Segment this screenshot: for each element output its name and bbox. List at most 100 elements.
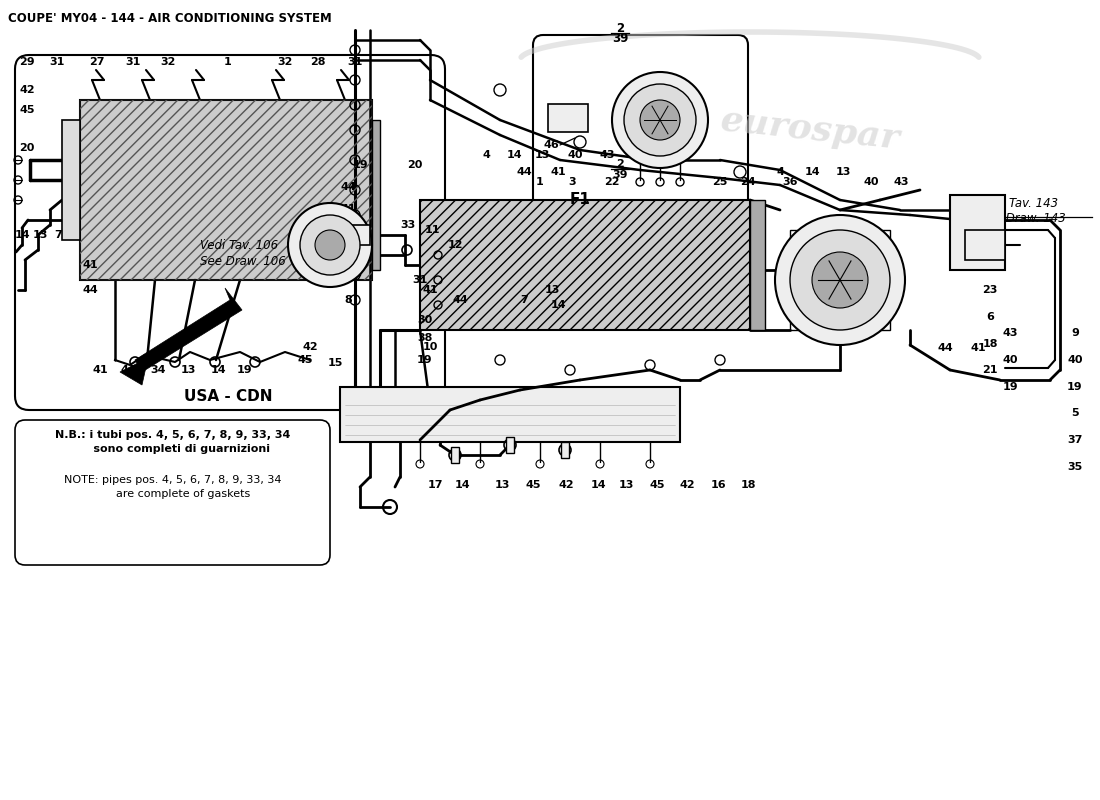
Text: 13: 13	[835, 167, 850, 177]
Bar	[635, 87, 685, 152]
Circle shape	[624, 84, 696, 156]
Text: 28: 28	[310, 57, 326, 67]
Bar	[420, 200, 750, 330]
Text: 41: 41	[340, 204, 355, 214]
Text: 45: 45	[297, 355, 312, 365]
Circle shape	[790, 230, 890, 330]
Text: USA - CDN: USA - CDN	[184, 389, 273, 404]
Text: N.B.: i tubi pos. 4, 5, 6, 7, 8, 9, 33, 34: N.B.: i tubi pos. 4, 5, 6, 7, 8, 9, 33, …	[55, 430, 290, 440]
Text: 34: 34	[151, 365, 166, 375]
Text: 13: 13	[32, 230, 47, 240]
Text: 3: 3	[569, 177, 575, 187]
Circle shape	[640, 100, 680, 140]
Text: 19: 19	[1067, 382, 1082, 392]
Polygon shape	[80, 100, 372, 280]
Text: 31: 31	[348, 57, 363, 67]
Text: 40: 40	[1002, 355, 1018, 365]
Text: 14: 14	[591, 480, 607, 490]
Text: 42: 42	[19, 85, 35, 95]
Text: 43: 43	[893, 177, 909, 187]
Bar	[451, 447, 459, 463]
Text: 18: 18	[740, 480, 756, 490]
Text: 15: 15	[340, 270, 355, 280]
Text: 45: 45	[649, 480, 664, 490]
Bar	[561, 442, 569, 458]
Text: 14: 14	[14, 230, 30, 240]
Text: 31: 31	[50, 57, 65, 67]
Text: 19: 19	[1002, 382, 1018, 392]
Text: 25: 25	[713, 177, 728, 187]
Text: Vedi Tav. 143: Vedi Tav. 143	[980, 197, 1058, 210]
Circle shape	[612, 72, 708, 168]
Text: 41: 41	[550, 167, 565, 177]
Bar	[965, 230, 1005, 260]
Text: 12: 12	[448, 240, 463, 250]
Bar	[750, 200, 764, 330]
Text: 1: 1	[536, 177, 543, 187]
Text: 41: 41	[82, 260, 98, 270]
Bar	[950, 195, 1005, 270]
Text: 19: 19	[352, 160, 367, 170]
Text: 13: 13	[180, 365, 196, 375]
Bar	[372, 120, 379, 270]
Text: 44: 44	[120, 365, 136, 375]
Text: See Draw. 106: See Draw. 106	[200, 255, 286, 268]
Text: 23: 23	[982, 285, 998, 295]
Text: 4: 4	[777, 167, 784, 177]
Text: 6: 6	[986, 312, 994, 322]
Text: 29: 29	[19, 57, 35, 67]
Text: 41: 41	[970, 343, 986, 353]
Bar	[340, 225, 370, 245]
Text: 18: 18	[982, 339, 998, 349]
Text: 2: 2	[616, 159, 624, 169]
Text: 17: 17	[427, 480, 442, 490]
Text: Vedi Tav. 106: Vedi Tav. 106	[200, 239, 278, 252]
Text: 33: 33	[400, 220, 416, 230]
Text: 13: 13	[340, 226, 355, 236]
Text: 15: 15	[328, 358, 343, 368]
Text: 20: 20	[407, 160, 422, 170]
Polygon shape	[135, 288, 242, 372]
Text: eurospar: eurospar	[143, 202, 256, 238]
Text: 11: 11	[425, 225, 440, 235]
Text: 42: 42	[679, 480, 695, 490]
Text: 31: 31	[125, 57, 141, 67]
Text: 4: 4	[482, 150, 490, 160]
Text: are complete of gaskets: are complete of gaskets	[95, 489, 250, 499]
Text: 14: 14	[506, 150, 521, 160]
Text: 14: 14	[455, 480, 471, 490]
Circle shape	[315, 230, 345, 260]
Text: 8: 8	[344, 295, 352, 305]
Text: 43: 43	[1002, 328, 1018, 338]
Text: 13: 13	[535, 150, 550, 160]
Text: sono completi di guarnizioni: sono completi di guarnizioni	[75, 444, 271, 454]
Text: 35: 35	[1067, 462, 1082, 472]
Text: 42: 42	[558, 480, 574, 490]
Text: 40: 40	[568, 150, 583, 160]
Bar	[340, 387, 680, 442]
Bar	[790, 230, 890, 330]
Text: 30: 30	[417, 315, 432, 325]
Text: 41: 41	[92, 365, 108, 375]
Text: 44: 44	[340, 182, 356, 192]
Text: 26: 26	[340, 248, 355, 258]
Text: 7: 7	[54, 230, 62, 240]
Text: 44: 44	[516, 167, 532, 177]
Text: 13: 13	[618, 480, 634, 490]
Text: 44: 44	[82, 285, 98, 295]
Text: 5: 5	[1071, 408, 1079, 418]
Bar	[506, 437, 514, 453]
Text: F1: F1	[570, 192, 591, 207]
Text: 7: 7	[520, 295, 528, 305]
Text: eurospar: eurospar	[580, 270, 720, 310]
Text: eurospar: eurospar	[718, 104, 902, 156]
Bar	[548, 104, 588, 132]
Circle shape	[300, 215, 360, 275]
Text: 1: 1	[224, 57, 232, 67]
Text: 40: 40	[1067, 355, 1082, 365]
Text: 24: 24	[740, 177, 756, 187]
Text: See Draw. 143: See Draw. 143	[980, 212, 1066, 225]
Text: 31: 31	[412, 275, 428, 285]
Circle shape	[812, 252, 868, 308]
Text: 46: 46	[543, 140, 559, 150]
